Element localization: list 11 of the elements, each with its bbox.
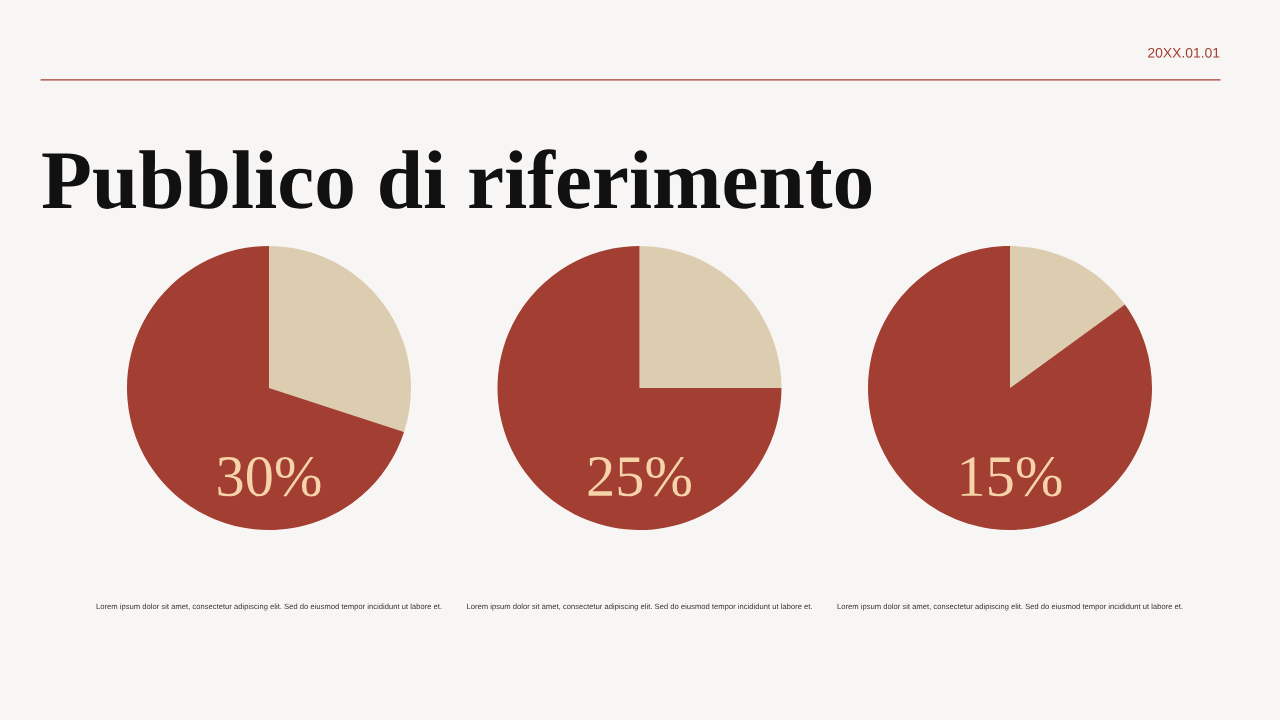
text: Pubblico di riferimento [42, 149, 872, 210]
pie-slice [639, 246, 782, 388]
text: 15% [961, 456, 1062, 497]
pie-slice [127, 246, 405, 530]
pie-slice [269, 246, 411, 432]
text: 30% [218, 456, 321, 497]
pie-slice [868, 246, 1152, 530]
text: 25% [588, 456, 691, 497]
text: 20XX.01.01 [1148, 47, 1220, 58]
pie-slice [1010, 246, 1125, 388]
pie-slice [497, 246, 782, 530]
